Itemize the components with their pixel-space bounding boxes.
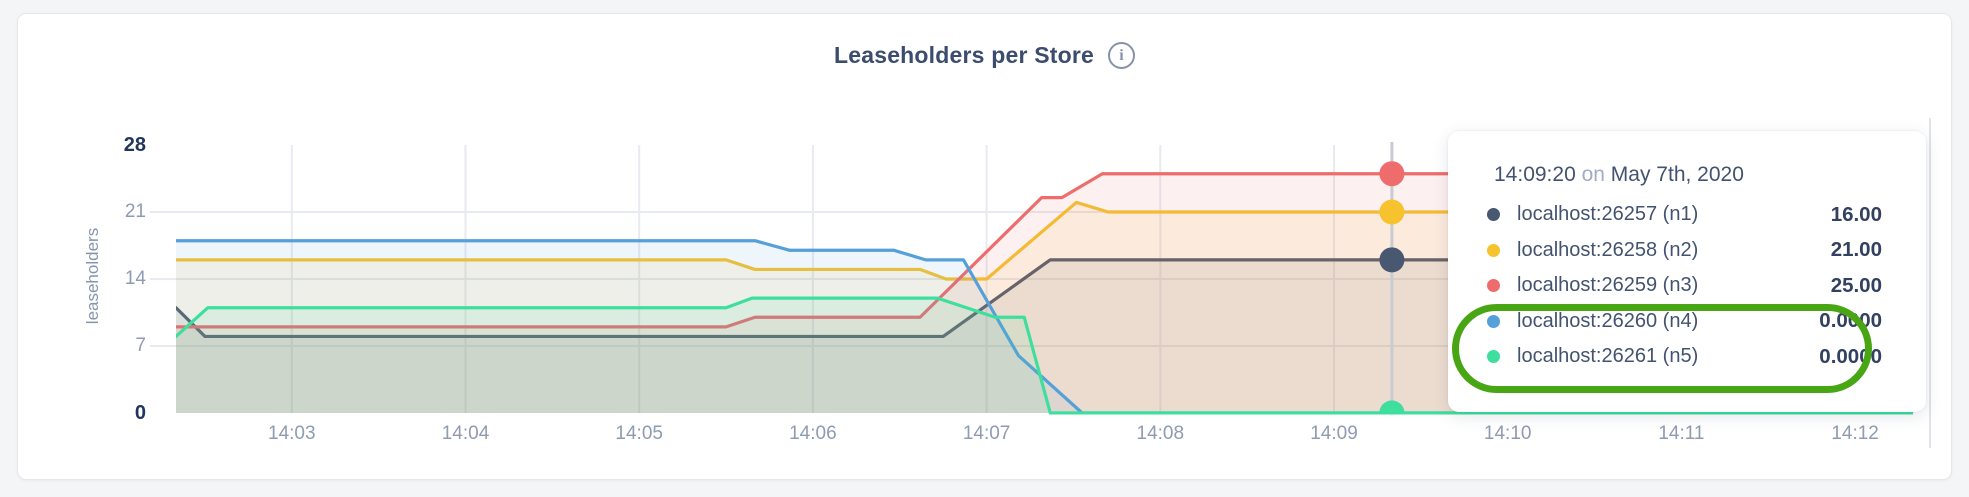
series-value: 16.00: [1830, 202, 1882, 226]
chart-header: Leaseholders per Store i: [17, 42, 1952, 69]
series-value: 21.00: [1830, 238, 1882, 262]
tooltip-row: localhost:26258 (n2) 21.00: [1448, 233, 1926, 269]
series-name: localhost:26260 (n4): [1517, 309, 1699, 332]
series-color-dot: [1487, 279, 1500, 293]
hover-dot: [1379, 400, 1405, 415]
tooltip-title: 14:09:20 on May 7th, 2020: [1494, 163, 1882, 187]
chart-title: Leaseholders per Store: [833, 42, 1095, 68]
tooltip-time: 14:09:20: [1494, 163, 1576, 186]
tooltip-row: localhost:26257 (n1) 16.00: [1448, 197, 1926, 233]
series-line: [176, 239, 1913, 415]
series-name: localhost:26261 (n5): [1517, 345, 1699, 368]
hover-dot: [1379, 199, 1405, 225]
series-line: [176, 172, 1913, 329]
tooltip-row: localhost:26259 (n3) 25.00: [1448, 268, 1926, 304]
series-name: localhost:26259 (n3): [1517, 274, 1699, 297]
hover-dot: [1379, 161, 1405, 187]
info-icon[interactable]: i: [1108, 42, 1136, 69]
series-value: 25.00: [1830, 273, 1882, 297]
series-area: [176, 240, 1913, 413]
series-area: [176, 298, 1913, 413]
series-name: localhost:26257 (n1): [1517, 203, 1699, 226]
series-line: [176, 296, 1913, 415]
highlight-annotation: [1452, 304, 1872, 393]
series-color-dot: [1487, 243, 1500, 257]
tooltip-date: May 7th, 2020: [1610, 163, 1744, 186]
series-name: localhost:26258 (n2): [1517, 238, 1699, 261]
info-icon-glyph: i: [1119, 46, 1124, 64]
series-line: [176, 200, 1913, 281]
hover-dot: [1379, 247, 1405, 273]
series-color-dot: [1487, 208, 1500, 222]
tooltip-conjunction: on: [1581, 163, 1605, 186]
